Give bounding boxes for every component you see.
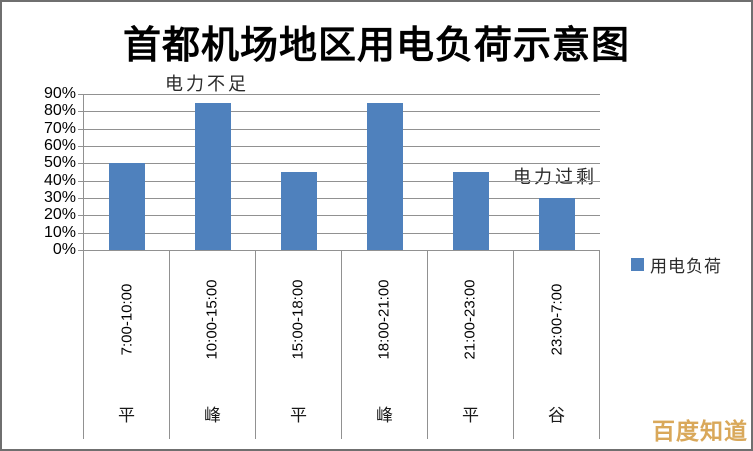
legend-swatch-icon bbox=[631, 258, 644, 271]
annotation-power-surplus: 电力过剩 bbox=[513, 167, 597, 187]
category-time-label: 10:00-15:00 bbox=[170, 251, 255, 387]
gridline bbox=[84, 215, 600, 217]
y-tick-mark bbox=[78, 163, 83, 165]
y-tick-mark bbox=[78, 180, 83, 182]
category-cell: 10:00-15:00 峰 bbox=[170, 251, 256, 439]
y-tick-mark bbox=[78, 94, 83, 95]
category-time-label: 15:00-18:00 bbox=[256, 251, 341, 387]
category-time-text: 7:00-10:00 bbox=[117, 283, 135, 355]
category-level-label: 平 bbox=[290, 405, 307, 425]
plot-area bbox=[83, 94, 600, 251]
bar bbox=[109, 163, 145, 250]
gridline bbox=[84, 232, 600, 234]
legend-label: 用电负荷 bbox=[650, 257, 722, 276]
y-tick-label: 0% bbox=[52, 241, 76, 258]
y-tick-mark bbox=[78, 215, 83, 217]
chart-title: 首都机场地区用电负荷示意图 bbox=[122, 25, 630, 67]
category-time-label: 21:00-23:00 bbox=[428, 251, 513, 387]
gridline bbox=[84, 128, 600, 130]
gridline bbox=[84, 198, 600, 199]
bar bbox=[367, 102, 403, 250]
bar bbox=[195, 102, 231, 250]
category-level-label: 谷 bbox=[548, 405, 565, 425]
bar bbox=[539, 198, 575, 250]
category-time-label: 7:00-10:00 bbox=[84, 251, 169, 387]
annotation-power-shortage: 电力不足 bbox=[165, 74, 249, 94]
y-tick-mark bbox=[78, 250, 83, 251]
y-tick-label: 70% bbox=[43, 119, 76, 137]
category-time-text: 10:00-15:00 bbox=[203, 278, 221, 360]
category-cell: 18:00-21:00 峰 bbox=[342, 251, 428, 439]
bar bbox=[281, 172, 317, 250]
category-cell: 23:00-7:00 谷 bbox=[514, 251, 600, 439]
category-time-text: 23:00-7:00 bbox=[547, 283, 565, 355]
category-level-label: 平 bbox=[462, 405, 479, 425]
y-tick-label: 10% bbox=[43, 223, 76, 241]
y-tick-label: 80% bbox=[43, 102, 76, 120]
y-tick-mark bbox=[78, 128, 83, 130]
y-tick-label: 20% bbox=[43, 206, 76, 224]
y-tick-label: 50% bbox=[43, 154, 76, 172]
category-time-text: 15:00-18:00 bbox=[289, 278, 307, 360]
y-tick-mark bbox=[78, 146, 83, 147]
gridline bbox=[84, 94, 600, 95]
category-cell: 7:00-10:00 平 bbox=[84, 251, 170, 439]
category-level-label: 平 bbox=[118, 405, 135, 425]
y-tick-mark bbox=[78, 198, 83, 199]
gridline bbox=[84, 111, 600, 113]
y-tick-mark bbox=[78, 111, 83, 113]
gridline bbox=[84, 180, 600, 182]
category-time-label: 18:00-21:00 bbox=[342, 251, 427, 387]
bar bbox=[453, 172, 489, 250]
category-time-text: 18:00-21:00 bbox=[375, 278, 393, 360]
gridline bbox=[84, 163, 600, 165]
category-cell: 21:00-23:00 平 bbox=[428, 251, 514, 439]
y-tick-label: 90% bbox=[43, 85, 76, 102]
y-tick-mark bbox=[78, 232, 83, 234]
category-level-label: 峰 bbox=[204, 405, 221, 425]
baidu-zhidao-watermark: 百度知道 bbox=[652, 418, 748, 444]
legend: 用电负荷 bbox=[631, 252, 722, 277]
y-tick-label: 30% bbox=[43, 189, 76, 206]
category-time-text: 21:00-23:00 bbox=[461, 278, 479, 360]
gridline bbox=[84, 146, 600, 147]
category-cell: 15:00-18:00 平 bbox=[256, 251, 342, 439]
category-axis: 7:00-10:00 平 10:00-15:00 峰 15:00-18:00 平 18:00… bbox=[83, 251, 600, 439]
y-tick-label: 60% bbox=[43, 137, 76, 154]
category-time-label: 23:00-7:00 bbox=[514, 251, 599, 387]
category-level-label: 峰 bbox=[376, 405, 393, 425]
y-tick-label: 40% bbox=[43, 171, 76, 189]
